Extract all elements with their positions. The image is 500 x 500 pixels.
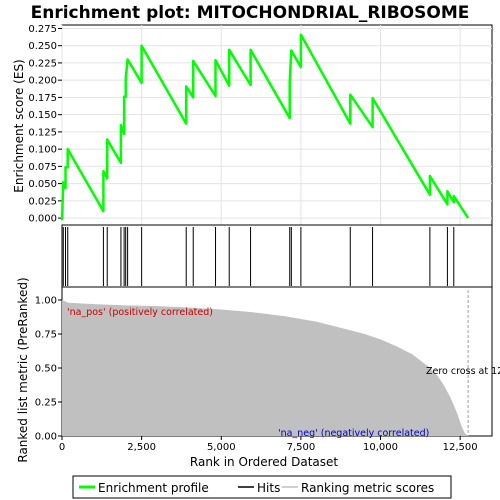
es-y-tick-label: 0.000 bbox=[28, 214, 57, 225]
positive-correlation-label: 'na_pos' (positively correlated) bbox=[67, 307, 213, 318]
es-y-ticks: 0.000 0.025 0.050 0.075 0.100 0.125 0.150 0.175… bbox=[28, 24, 62, 225]
metric-y-axis-label: Ranked list metric (PreRanked) bbox=[16, 277, 30, 462]
es-y-tick-label: 0.125 bbox=[28, 127, 57, 138]
es-y-tick-label: 0.100 bbox=[28, 145, 57, 156]
x-tick-label: 5,000 bbox=[207, 442, 236, 453]
x-tick-label: 2,500 bbox=[127, 442, 156, 453]
x-tick-label: 0 bbox=[59, 442, 65, 453]
metric-y-tick-label: 0.75 bbox=[35, 330, 57, 341]
x-axis-label: Rank in Ordered Dataset bbox=[190, 455, 338, 469]
legend-metric-label: Ranking metric scores bbox=[301, 481, 434, 495]
hits-panel-frame bbox=[62, 225, 492, 287]
es-y-tick-label: 0.200 bbox=[28, 76, 57, 87]
x-tick-label: 12,500 bbox=[443, 442, 478, 453]
es-y-tick-label: 0.050 bbox=[28, 179, 57, 190]
metric-y-tick-label: 1.00 bbox=[35, 296, 57, 307]
es-y-tick-label: 0.175 bbox=[28, 93, 57, 104]
metric-y-ticks: 0.00 0.25 0.50 0.75 1.00 bbox=[35, 296, 62, 443]
legend-enrichment-label: Enrichment profile bbox=[98, 481, 209, 495]
x-tick-label: 10,000 bbox=[363, 442, 398, 453]
es-panel-frame bbox=[62, 25, 492, 225]
legend-hits-label: Hits bbox=[257, 481, 280, 495]
es-y-tick-label: 0.250 bbox=[28, 41, 57, 52]
es-y-tick-label: 0.225 bbox=[28, 58, 57, 69]
es-y-tick-label: 0.025 bbox=[28, 196, 57, 207]
zero-cross-label: Zero cross at 12750 bbox=[426, 366, 500, 377]
metric-y-tick-label: 0.25 bbox=[35, 398, 57, 409]
es-y-tick-label: 0.075 bbox=[28, 162, 57, 173]
es-y-tick-label: 0.275 bbox=[28, 24, 57, 35]
metric-y-tick-label: 0.50 bbox=[35, 364, 57, 375]
es-y-tick-label: 0.150 bbox=[28, 110, 57, 121]
metric-y-tick-label: 0.00 bbox=[35, 432, 57, 443]
es-y-axis-label: Enrichment score (ES) bbox=[12, 59, 26, 192]
chart-title: Enrichment plot: MITOCHONDRIAL_RIBOSOME bbox=[31, 3, 470, 23]
x-tick-label: 7,500 bbox=[287, 442, 316, 453]
